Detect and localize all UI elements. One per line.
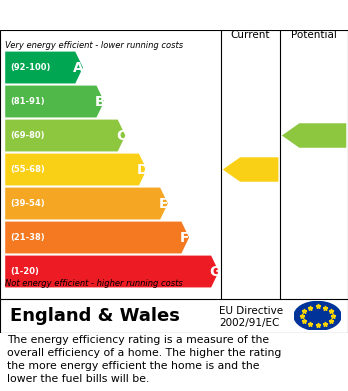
Polygon shape <box>5 86 104 117</box>
Text: Current: Current <box>231 30 270 40</box>
Text: The energy efficiency rating is a measure of the
overall efficiency of a home. T: The energy efficiency rating is a measur… <box>7 335 281 384</box>
Text: A: A <box>73 61 84 75</box>
Polygon shape <box>5 256 219 287</box>
Text: Energy Efficiency Rating: Energy Efficiency Rating <box>10 9 220 24</box>
Text: D: D <box>137 163 148 176</box>
Text: 77: 77 <box>312 129 330 142</box>
Text: England & Wales: England & Wales <box>10 307 180 325</box>
Text: C: C <box>116 129 126 143</box>
Text: F: F <box>180 231 190 244</box>
Text: (55-68): (55-68) <box>10 165 45 174</box>
Text: (69-80): (69-80) <box>10 131 45 140</box>
Circle shape <box>294 301 341 330</box>
Text: Very energy efficient - lower running costs: Very energy efficient - lower running co… <box>5 41 183 50</box>
Text: (92-100): (92-100) <box>10 63 51 72</box>
Text: E: E <box>159 197 168 210</box>
Text: B: B <box>95 95 105 109</box>
Text: (81-91): (81-91) <box>10 97 45 106</box>
Polygon shape <box>5 188 168 219</box>
Text: G: G <box>209 265 220 278</box>
Polygon shape <box>5 120 125 151</box>
Text: 2002/91/EC: 2002/91/EC <box>219 318 279 328</box>
Text: Not energy efficient - higher running costs: Not energy efficient - higher running co… <box>5 279 183 288</box>
Polygon shape <box>5 222 189 253</box>
Polygon shape <box>5 154 147 185</box>
Polygon shape <box>5 52 83 83</box>
Text: 66: 66 <box>249 163 266 176</box>
Text: EU Directive: EU Directive <box>219 306 283 316</box>
Polygon shape <box>223 157 278 182</box>
Text: (1-20): (1-20) <box>10 267 39 276</box>
Text: (21-38): (21-38) <box>10 233 45 242</box>
Text: (39-54): (39-54) <box>10 199 45 208</box>
Text: Potential: Potential <box>291 30 337 40</box>
Polygon shape <box>282 123 346 148</box>
